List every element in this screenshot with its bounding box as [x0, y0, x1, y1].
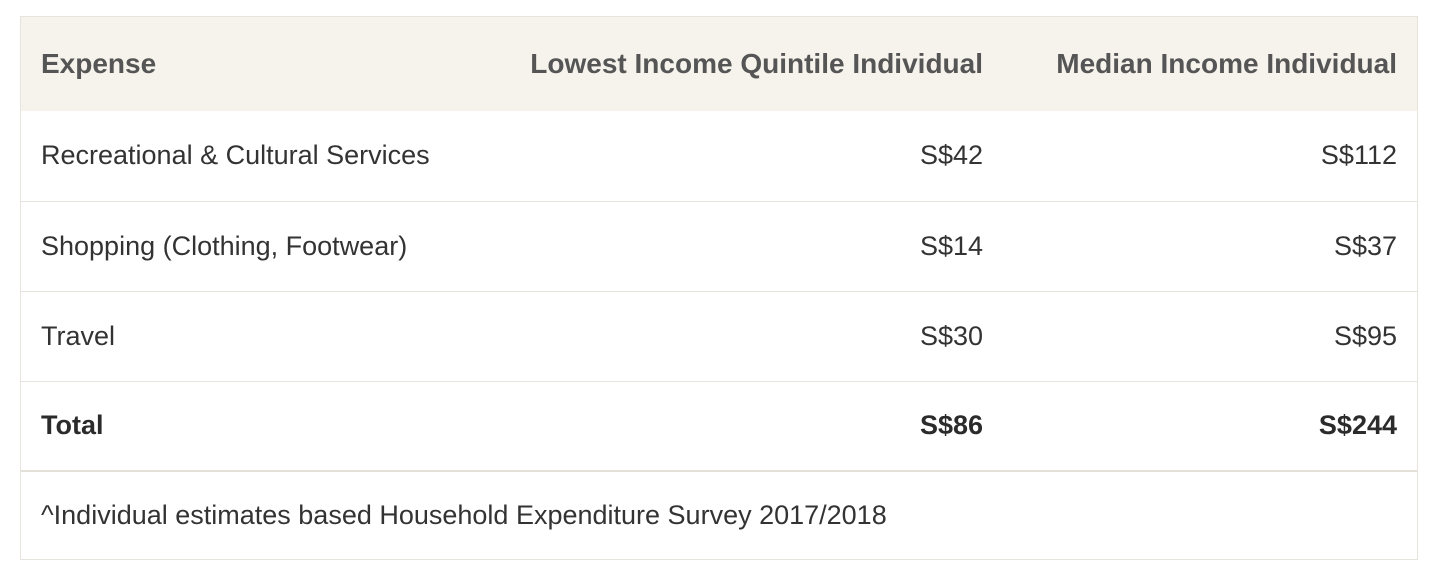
row-median-value: S$112 — [1320, 140, 1397, 171]
header-median-income: Median Income Individual — [1056, 48, 1397, 79]
total-lowest-value: S$86 — [919, 410, 983, 441]
row-lowest-value: S$42 — [919, 140, 983, 171]
row-expense: Shopping (Clothing, Footwear) — [41, 230, 408, 261]
table-row: Recreational & Cultural Services S$42 S$… — [21, 111, 1417, 201]
total-row: Total S$86 S$244 — [21, 381, 1417, 471]
row-expense: Recreational & Cultural Services — [41, 140, 430, 171]
row-median-value: S$95 — [1333, 320, 1397, 351]
expense-table: Expense Lowest Income Quintile Individua… — [21, 17, 1417, 559]
header-expense: Expense — [41, 48, 157, 79]
expense-table-container: Expense Lowest Income Quintile Individua… — [20, 16, 1418, 560]
row-median-value: S$37 — [1333, 230, 1397, 261]
table-row: Travel S$30 S$95 — [21, 291, 1417, 381]
table-row: Shopping (Clothing, Footwear) S$14 S$37 — [21, 201, 1417, 291]
total-label: Total — [41, 410, 104, 441]
row-lowest-value: S$30 — [919, 320, 983, 351]
footnote-row: ^Individual estimates based Household Ex… — [21, 471, 1417, 559]
header-lowest-income: Lowest Income Quintile Individual — [530, 48, 983, 79]
footnote: ^Individual estimates based Household Ex… — [41, 500, 887, 530]
row-lowest-value: S$14 — [919, 230, 983, 261]
row-expense: Travel — [41, 320, 116, 351]
total-median-value: S$244 — [1318, 410, 1397, 441]
table-header-row: Expense Lowest Income Quintile Individua… — [21, 17, 1417, 111]
